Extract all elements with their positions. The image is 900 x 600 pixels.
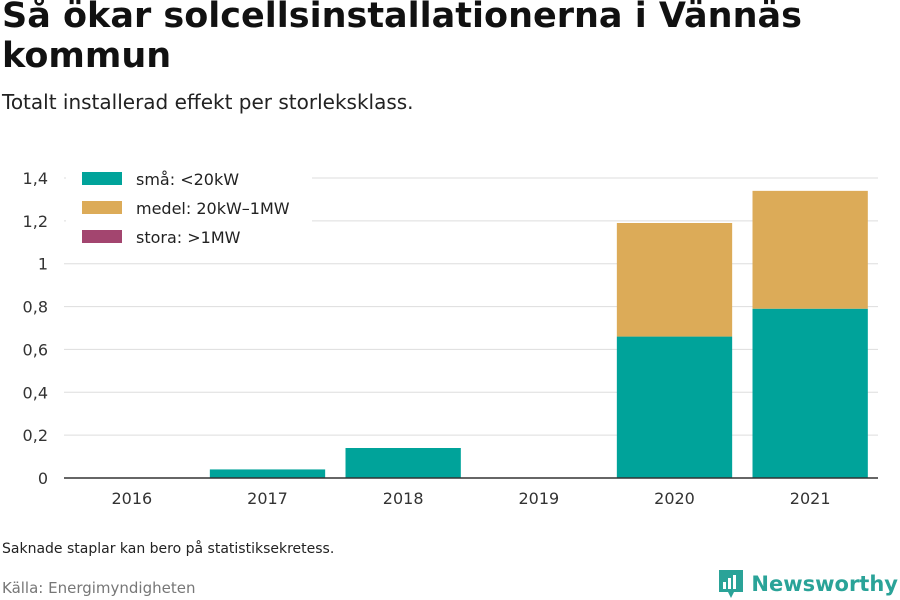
x-tick-label: 2016 xyxy=(111,489,152,508)
bar-segment xyxy=(209,469,326,478)
newsworthy-logo-icon xyxy=(719,570,744,598)
brand-name: Newsworthy xyxy=(751,572,898,596)
chart-title: Så ökar solcellsinstallationerna i Vännä… xyxy=(2,0,802,76)
y-tick-label: 0,2 xyxy=(23,426,48,445)
legend-swatch xyxy=(82,172,122,185)
bar-segment xyxy=(752,308,868,478)
x-tick-label: 2020 xyxy=(654,489,695,508)
legend-swatch xyxy=(82,230,122,243)
footnote: Saknade staplar kan bero på statistiksek… xyxy=(2,541,335,557)
brand-logo: Newsworthy xyxy=(717,568,898,600)
legend-label: stora: >1MW xyxy=(136,228,241,247)
y-tick-label: 0 xyxy=(38,469,48,488)
bar-segment xyxy=(752,190,868,309)
y-tick-label: 0,4 xyxy=(23,383,48,402)
legend: små: <20kW medel: 20kW–1MW stora: >1MW xyxy=(66,158,312,254)
y-tick-label: 1 xyxy=(38,255,48,274)
bar-segment xyxy=(616,223,733,337)
chart-subtitle: Totalt installerad effekt per storlekskl… xyxy=(2,90,414,114)
y-tick-label: 1,2 xyxy=(23,212,48,231)
x-axis-labels: 2016 2017 2018 2019 2020 2021 xyxy=(111,489,830,508)
legend-label: medel: 20kW–1MW xyxy=(136,199,290,218)
bars xyxy=(209,190,868,478)
y-axis-labels: 0 0,2 0,4 0,6 0,8 1 1,2 1,4 xyxy=(23,169,48,488)
legend-swatch xyxy=(82,201,122,214)
bar-segment xyxy=(616,336,733,478)
legend-label: små: <20kW xyxy=(136,170,239,189)
y-tick-label: 1,4 xyxy=(23,169,48,188)
source-note: Källa: Energimyndigheten xyxy=(2,579,196,597)
x-tick-label: 2019 xyxy=(518,489,559,508)
bar-chart: 0 0,2 0,4 0,6 0,8 1 1,2 1,4 2016 2017 2018 2019 202… xyxy=(23,158,878,508)
x-tick-label: 2018 xyxy=(383,489,424,508)
bar-segment xyxy=(345,448,461,478)
y-tick-label: 0,6 xyxy=(23,340,48,359)
x-tick-label: 2017 xyxy=(247,489,288,508)
x-tick-label: 2021 xyxy=(790,489,831,508)
y-tick-label: 0,8 xyxy=(23,298,48,317)
